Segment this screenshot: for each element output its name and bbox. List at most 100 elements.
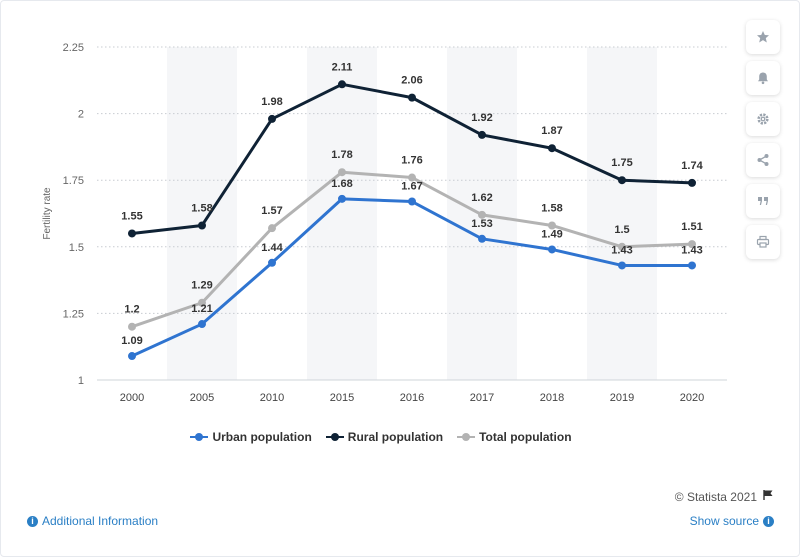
y-tick-label: 2.25 [63,42,84,54]
settings-button[interactable] [746,102,780,136]
data-label: 2.11 [332,61,353,73]
chart-legend: Urban population Rural population Total … [0,430,762,444]
data-point [268,258,276,267]
data-label: 1.68 [331,178,352,190]
data-point [198,298,206,307]
star-icon [756,30,770,44]
data-label: 1.53 [471,218,492,230]
data-label: 1.57 [261,205,282,217]
x-tick-label: 2005 [190,392,214,404]
share-button[interactable] [746,143,780,177]
legend-item-rural[interactable]: Rural population [325,430,444,444]
legend-label-urban: Urban population [212,430,312,444]
data-point [198,221,206,230]
cite-button[interactable] [746,184,780,218]
y-tick-label: 1 [78,375,84,387]
data-point [408,173,416,182]
data-point [128,352,136,361]
data-point [618,176,626,185]
info-icon: i [763,515,774,527]
data-label: 1.76 [401,155,422,167]
bell-icon [756,71,770,85]
data-point [128,229,136,238]
legend-swatch-urban [190,432,209,442]
x-tick-label: 2018 [540,392,564,404]
plot-band [587,47,657,380]
data-point [408,197,416,206]
y-tick-label: 1.75 [63,175,84,187]
data-point [618,242,626,251]
info-icon: i [27,515,38,527]
data-label: 1.51 [681,221,702,233]
x-tick-label: 2020 [680,392,704,404]
data-label: 1.78 [331,149,352,161]
x-tick-label: 2010 [260,392,284,404]
show-source-label: Show source [689,514,759,528]
data-label: 2.06 [401,75,422,87]
favorite-button[interactable] [746,20,780,54]
data-label: 1.2 [124,304,139,316]
data-label: 1.92 [471,112,492,124]
x-tick-label: 2019 [610,392,634,404]
notification-button[interactable] [746,61,780,95]
data-label: 1.43 [681,244,702,256]
y-tick-label: 1.25 [63,308,84,320]
data-point [128,322,136,331]
data-label: 1.58 [541,202,562,214]
data-label: 1.75 [611,157,632,169]
data-point [548,245,556,254]
side-toolbar [746,20,780,266]
data-label: 1.44 [261,242,283,254]
data-label: 1.87 [541,125,562,137]
legend-item-urban[interactable]: Urban population [190,430,312,444]
data-point [408,93,416,102]
additional-information-link[interactable]: i Additional Information [27,514,158,528]
show-source-link[interactable]: Show source i [690,514,774,528]
data-point [198,320,206,329]
statista-credit[interactable]: © Statista 2021 [675,489,774,504]
data-label: 1.5 [614,224,629,236]
x-tick-label: 2017 [470,392,494,404]
data-point [478,210,486,219]
data-label: 1.67 [401,181,422,193]
data-point [338,80,346,89]
data-label: 1.74 [681,160,703,172]
data-point [548,144,556,153]
plot-band [307,47,377,380]
data-point [548,221,556,230]
data-label: 1.43 [611,244,632,256]
flag-icon [762,489,774,504]
data-point [268,114,276,123]
print-icon [756,235,770,249]
legend-item-total[interactable]: Total population [457,430,572,444]
data-label: 1.49 [541,228,562,240]
data-label: 1.58 [191,202,212,214]
data-label: 1.09 [121,335,142,347]
x-tick-label: 2015 [330,392,354,404]
data-point [688,240,696,249]
y-axis-label: Fertility rate [42,187,53,240]
data-label: 1.21 [191,303,212,315]
share-icon [756,153,770,167]
data-point [688,261,696,270]
gear-icon [756,112,770,126]
legend-label-total: Total population [479,430,572,444]
data-point [338,194,346,203]
data-point [688,178,696,187]
print-button[interactable] [746,225,780,259]
data-point [478,130,486,139]
legend-label-rural: Rural population [347,430,444,444]
x-tick-label: 2016 [400,392,424,404]
data-label: 1.55 [121,210,142,222]
additional-information-label: Additional Information [42,514,159,528]
x-tick-label: 2000 [120,392,144,404]
data-point [268,224,276,233]
credit-text: © Statista 2021 [674,489,757,504]
quote-icon [756,194,770,208]
data-point [618,261,626,270]
y-tick-label: 2 [78,109,84,121]
legend-swatch-total [457,432,476,442]
data-point [338,168,346,177]
data-label: 1.62 [471,192,492,204]
